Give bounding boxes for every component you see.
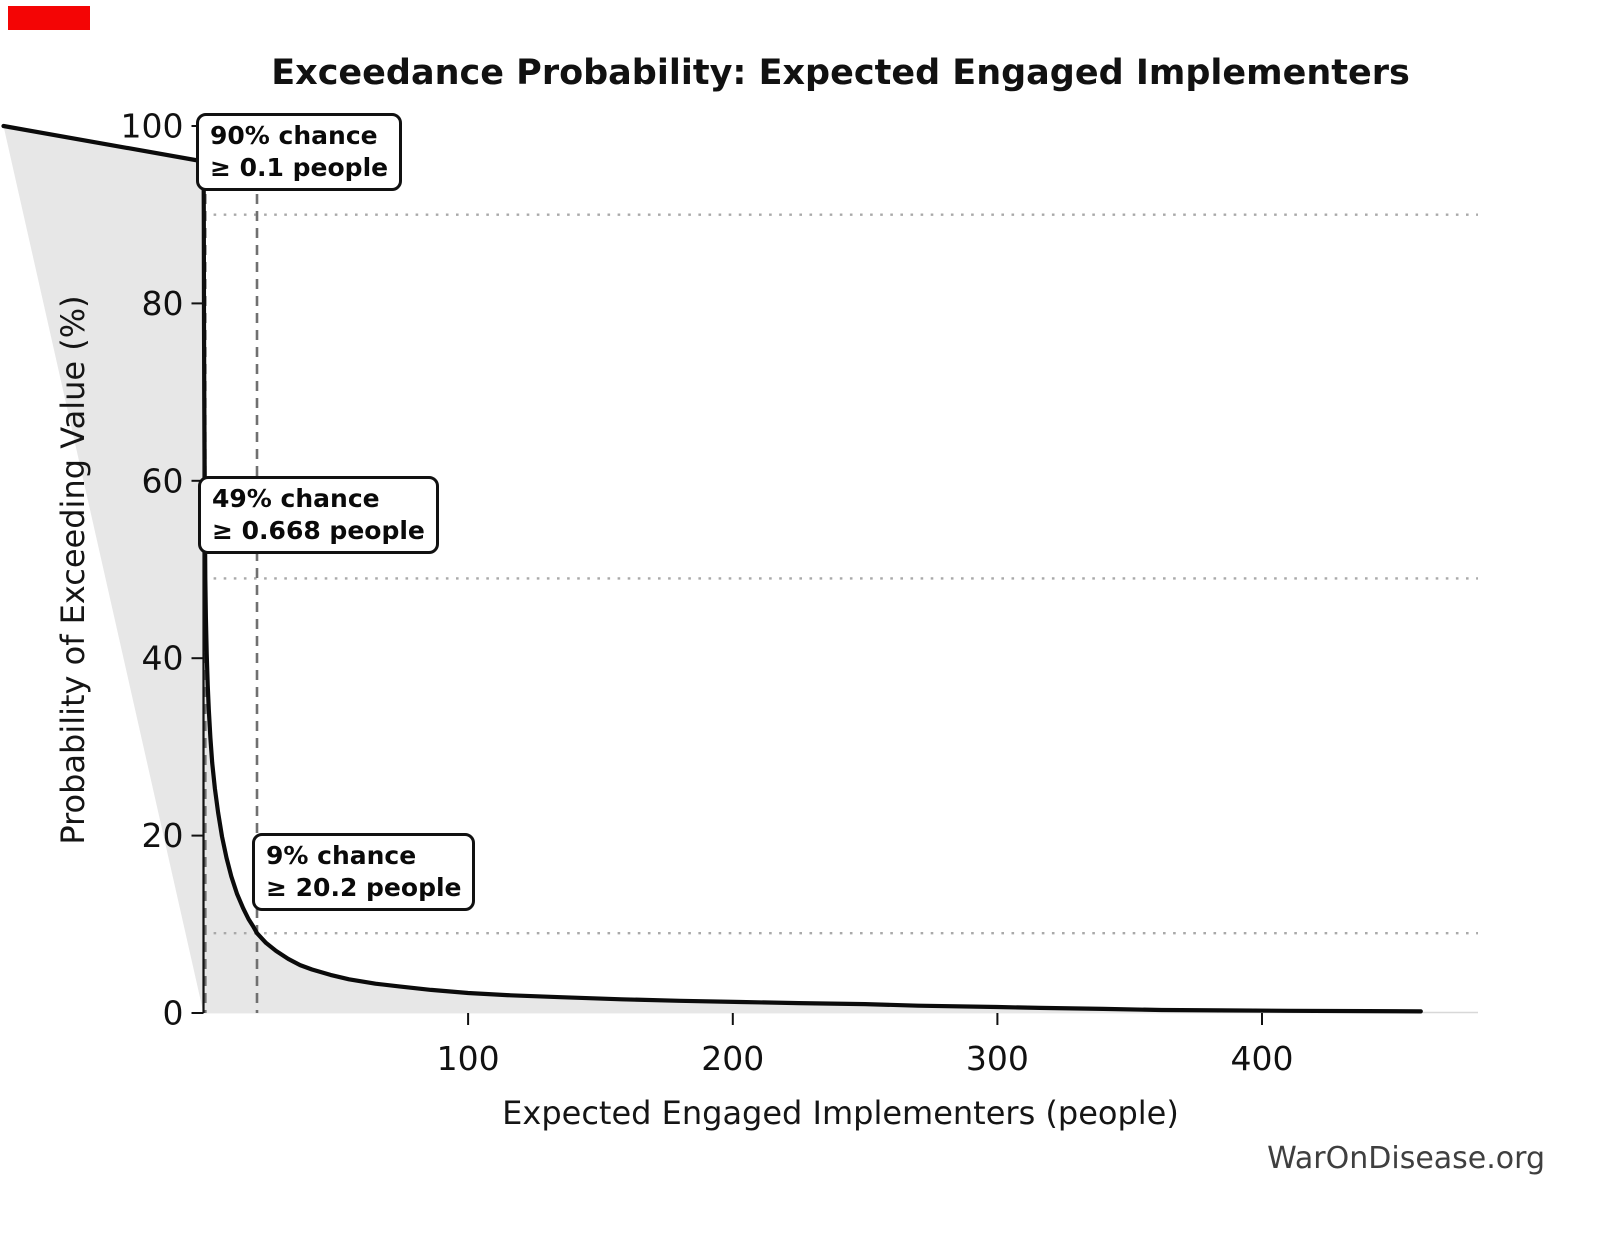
x-tick-label-200: 200 — [701, 1039, 764, 1078]
annotation-49pct-line1: 49% chance — [212, 484, 380, 513]
x-tick-label-400: 400 — [1231, 1039, 1294, 1078]
annotation-90pct: 90% chance ≥ 0.1 people — [196, 113, 403, 191]
curve-fill-area — [3, 126, 1421, 1013]
y-tick-label-60: 60 — [142, 461, 184, 500]
y-tick-label-80: 80 — [142, 284, 184, 323]
annotation-9pct-line2: ≥ 20.2 people — [266, 873, 462, 902]
y-tick-label-0: 0 — [163, 994, 184, 1033]
y-tick-label-100: 100 — [121, 107, 184, 146]
exceedance-curve — [1, 123, 1423, 1014]
annotation-90pct-line1: 90% chance — [210, 121, 378, 150]
y-tick-label-40: 40 — [142, 639, 184, 678]
x-tick-label-100: 100 — [437, 1039, 500, 1078]
x-axis-label: Expected Engaged Implementers (people) — [502, 1094, 1179, 1132]
y-tick-label-20: 20 — [142, 816, 184, 855]
watermark: WarOnDisease.org — [1267, 1141, 1545, 1176]
annotation-49pct: 49% chance ≥ 0.668 people — [198, 476, 439, 554]
annotation-9pct: 9% chance ≥ 20.2 people — [252, 833, 476, 911]
annotation-49pct-line2: ≥ 0.668 people — [212, 516, 425, 545]
chart-title: Exceedance Probability: Expected Engaged… — [271, 53, 1410, 93]
x-tick-label-300: 300 — [966, 1039, 1029, 1078]
red-marker — [8, 6, 90, 30]
y-axis-label: Probability of Exceeding Value (%) — [54, 295, 92, 845]
annotation-9pct-line1: 9% chance — [266, 841, 417, 870]
annotation-90pct-line2: ≥ 0.1 people — [210, 153, 389, 182]
